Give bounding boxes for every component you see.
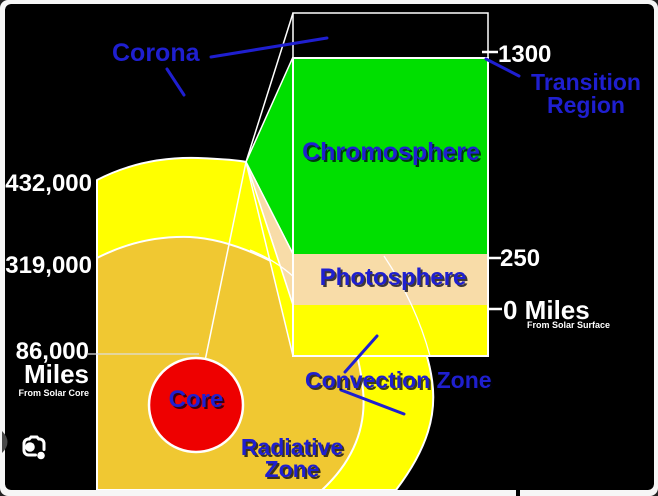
- subsurface-panel: [293, 305, 488, 356]
- scale-319000: 319,000: [5, 252, 92, 279]
- label-photosphere: Photosphere: [319, 264, 467, 291]
- lens-corner-dot: [37, 451, 45, 460]
- label-corona: Corona: [112, 39, 200, 67]
- scale-from-solar-surface: From Solar Surface: [527, 320, 611, 330]
- corona-wedge-line: [245, 12, 294, 163]
- corona-leader-to-panel: [209, 36, 329, 59]
- core-shape: [147, 356, 245, 454]
- google-lens-icon[interactable]: [16, 433, 47, 462]
- label-radiative-zone: Radiative Zone: [233, 434, 351, 482]
- panel-border: [292, 57, 489, 357]
- label-chromosphere: Chromosphere: [302, 138, 480, 166]
- scale-miles-unit: Miles: [23, 359, 89, 389]
- leader-lines: [165, 36, 521, 416]
- lens-center-dot: [25, 442, 35, 452]
- photosphere-panel: [293, 254, 488, 305]
- convection-leader-up: [343, 334, 379, 374]
- label-transition-line1: Transition: [531, 69, 641, 95]
- radius-line: [198, 161, 247, 391]
- surface-arc-overlay: [383, 255, 431, 357]
- transition-leader: [484, 57, 521, 78]
- crop-mark: [516, 485, 520, 496]
- convection-leader-down: [339, 388, 406, 416]
- label-transition-region: Transition Region: [516, 71, 656, 117]
- label-convection-zone: Convection Zone: [305, 367, 492, 393]
- label-core: Core: [168, 386, 224, 413]
- label-radiative-line2: Zone: [264, 456, 320, 482]
- edge-handle[interactable]: [2, 431, 8, 453]
- scale-1300: 1300: [498, 41, 552, 68]
- corona-leader-down: [165, 67, 186, 97]
- chromosphere-panel: [293, 58, 488, 254]
- corona-panel: [292, 12, 489, 59]
- label-transition-line2: Region: [547, 92, 625, 118]
- scale-0-miles: 0 Miles: [503, 295, 590, 325]
- scale-86000: 86,000: [15, 338, 89, 365]
- scale-250: 250: [500, 245, 541, 272]
- scale-432000: 432,000: [5, 170, 92, 197]
- scale-from-solar-core: From Solar Core: [18, 388, 89, 398]
- lens-camera-outline: [22, 435, 46, 457]
- label-radiative-line1: Radiative: [240, 434, 344, 460]
